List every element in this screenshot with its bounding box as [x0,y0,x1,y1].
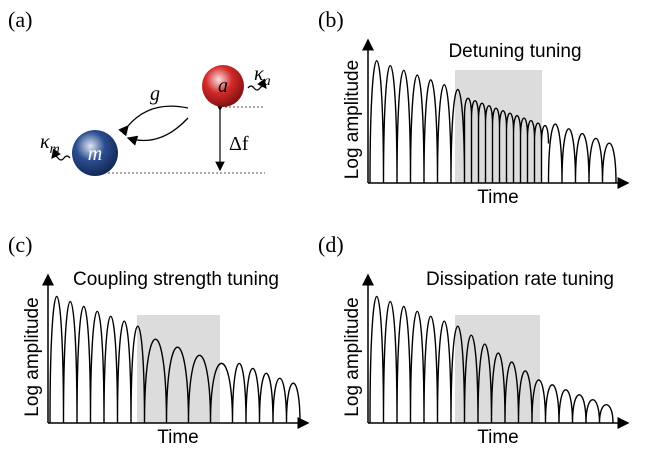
kappa-symbol: κ [254,63,264,85]
x-axis-label: Time [157,427,199,448]
x-axis-label: Time [477,427,519,448]
panel-label: (a) [8,7,32,32]
coupling-arrow [118,105,189,137]
coupling-arrow [126,117,189,146]
panel-title: Dissipation rate tuning [426,269,614,290]
loss-arrow [51,148,71,161]
y-axis-label: Log amplitude [342,297,363,416]
kappa-a-label: κa [254,63,271,89]
coupling-label: g [150,83,160,105]
node-a-label: a [218,75,228,97]
kappa-m-label: κm [40,131,60,157]
panel: (c) Coupling strength tuning Log amplitude… [8,232,310,448]
oscillation [49,296,301,424]
panel: (b) Detuning tuning Log amplitude Time [318,7,630,208]
kappa-subscript: m [50,142,60,157]
tuning-region [137,315,220,423]
loss-arrow [247,78,267,91]
x-axis-label: Time [477,187,519,208]
panel-label: (d) [318,232,344,257]
panel-label: (c) [8,232,32,257]
panel-label: (b) [318,7,344,32]
panel: (d) Dissipation rate tuning Log amplitude T… [318,232,630,448]
plots: (b) Detuning tuning Log amplitude Time (c) Co… [8,7,630,448]
oscillation [369,60,617,184]
tuning-region [455,315,540,423]
node-a [202,65,244,107]
y-axis-label: Log amplitude [342,60,363,179]
panel-title: Detuning tuning [448,41,581,62]
kappa-subscript: a [264,74,271,89]
detuning-label: Δf [229,133,249,155]
panel-a: (a) Δf a m g κa κm [8,7,271,176]
y-axis-label: Log amplitude [22,297,43,416]
kappa-symbol: κ [40,131,50,153]
panel-title: Coupling strength tuning [73,269,279,290]
node-m [72,130,118,176]
oscillation [369,296,614,424]
node-m-label: m [88,143,102,165]
